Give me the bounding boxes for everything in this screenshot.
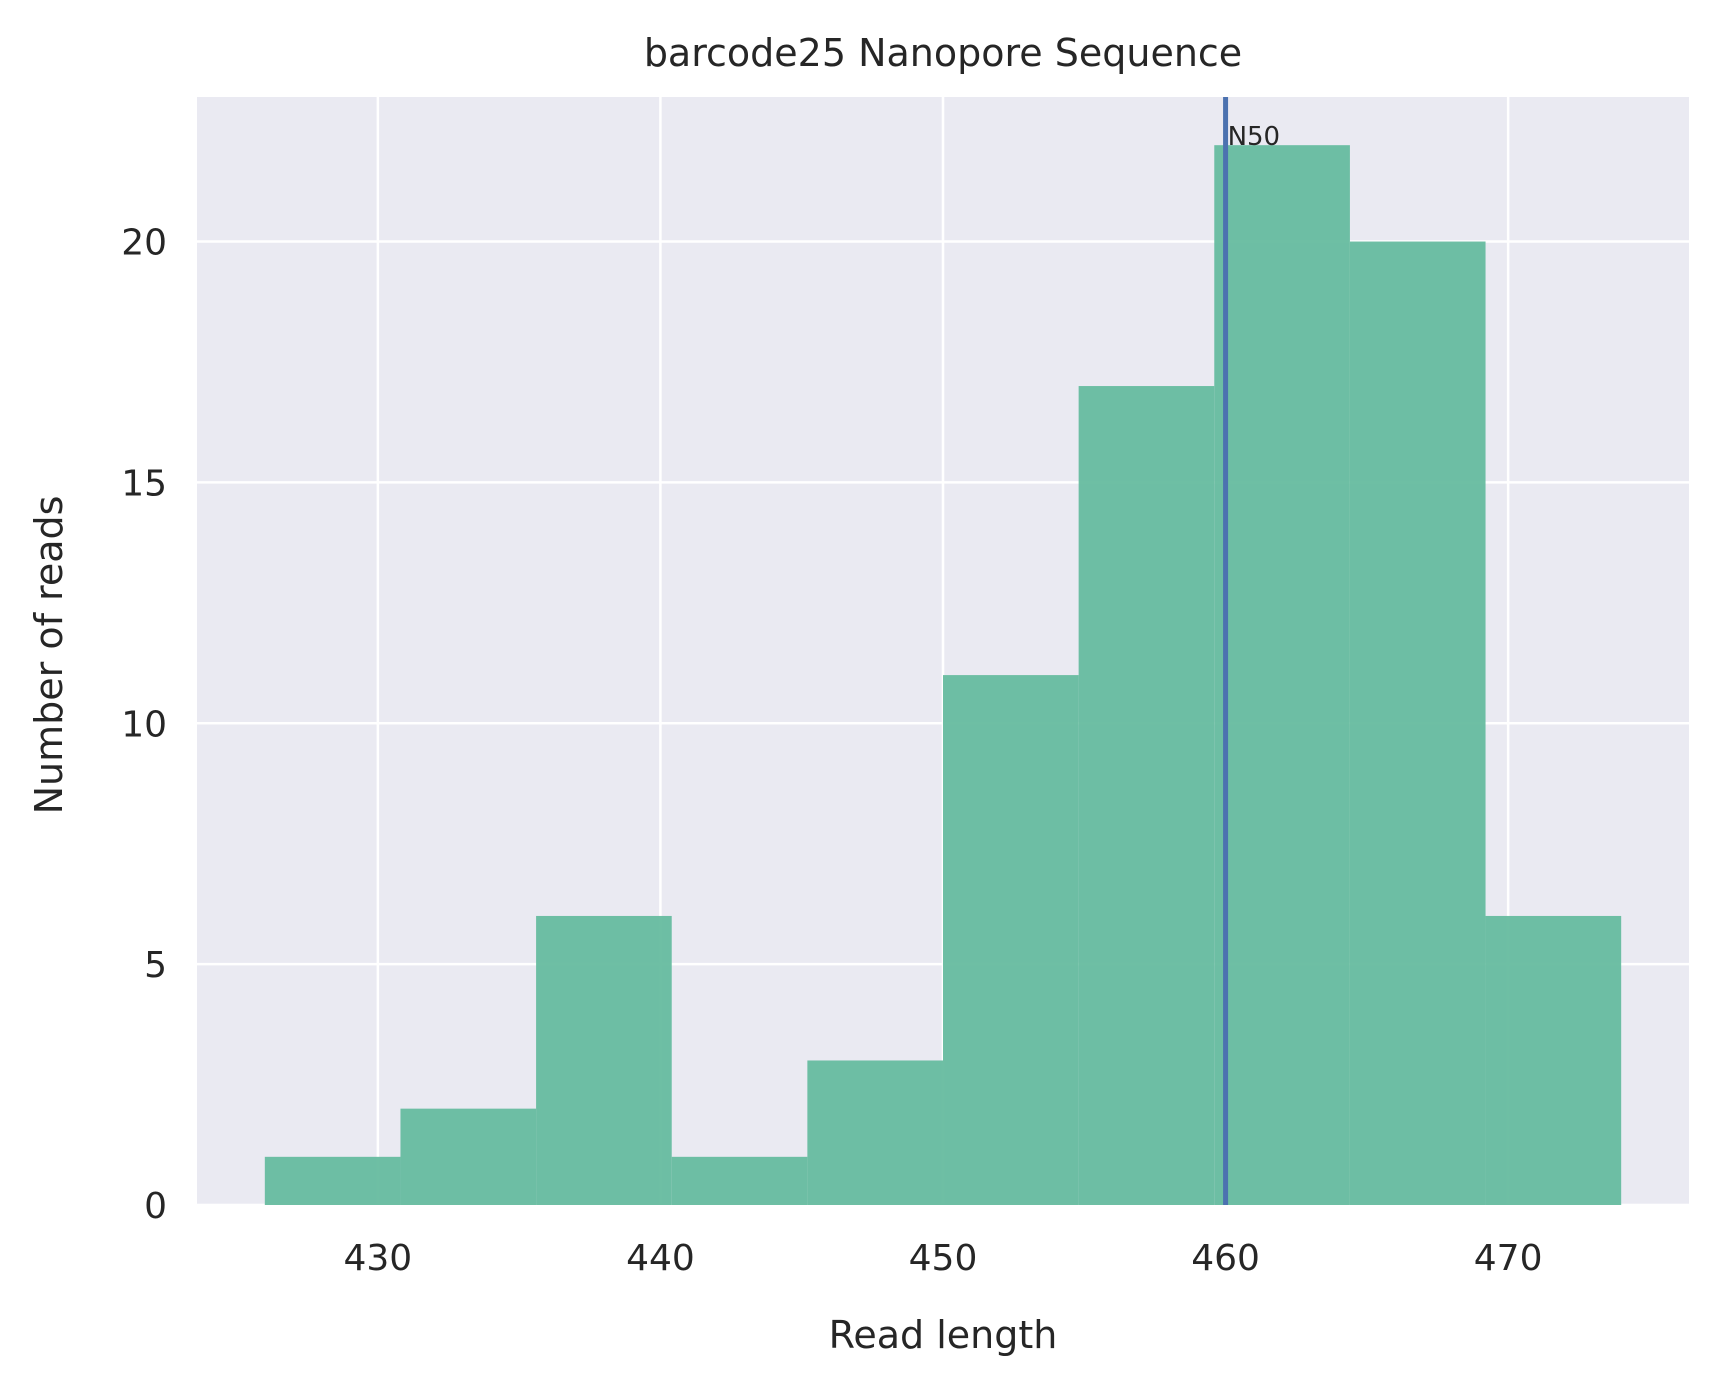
histogram-bar: [1349, 241, 1486, 1206]
y-tick-label: 15: [121, 463, 167, 504]
x-tick-label: 440: [626, 1238, 695, 1279]
histogram-bar: [1078, 386, 1215, 1206]
histogram-bar: [671, 1156, 808, 1205]
histogram-bar: [943, 675, 1079, 1205]
x-tick-label: 470: [1474, 1238, 1543, 1279]
histogram-bar: [807, 1060, 943, 1205]
y-tick-label: 20: [121, 223, 167, 264]
histogram-bar: [1485, 915, 1622, 1205]
y-tick-label: 10: [121, 704, 167, 745]
y-tick-labels: 0 5 10 15 20: [121, 223, 167, 1227]
n50-marker: N50: [1223, 97, 1281, 1205]
histogram-bar: [400, 1108, 537, 1205]
x-tick-labels: 430 440 450 460 470: [343, 1238, 1542, 1279]
chart-title: barcode25 Nanopore Sequence: [644, 31, 1242, 75]
x-tick-label: 450: [909, 1238, 978, 1279]
x-tick-label: 460: [1191, 1238, 1260, 1279]
histogram-bar: [536, 915, 672, 1205]
histogram-bar: [1214, 145, 1350, 1205]
y-tick-label: 0: [144, 1186, 167, 1227]
x-axis-label: Read length: [829, 1313, 1058, 1357]
n50-label: N50: [1228, 122, 1281, 152]
x-tick-label: 430: [343, 1238, 412, 1279]
histogram-bars: [264, 145, 1622, 1206]
histogram-bar: [264, 1156, 401, 1205]
y-axis-label: Number of reads: [27, 496, 71, 815]
y-tick-label: 5: [144, 945, 167, 986]
